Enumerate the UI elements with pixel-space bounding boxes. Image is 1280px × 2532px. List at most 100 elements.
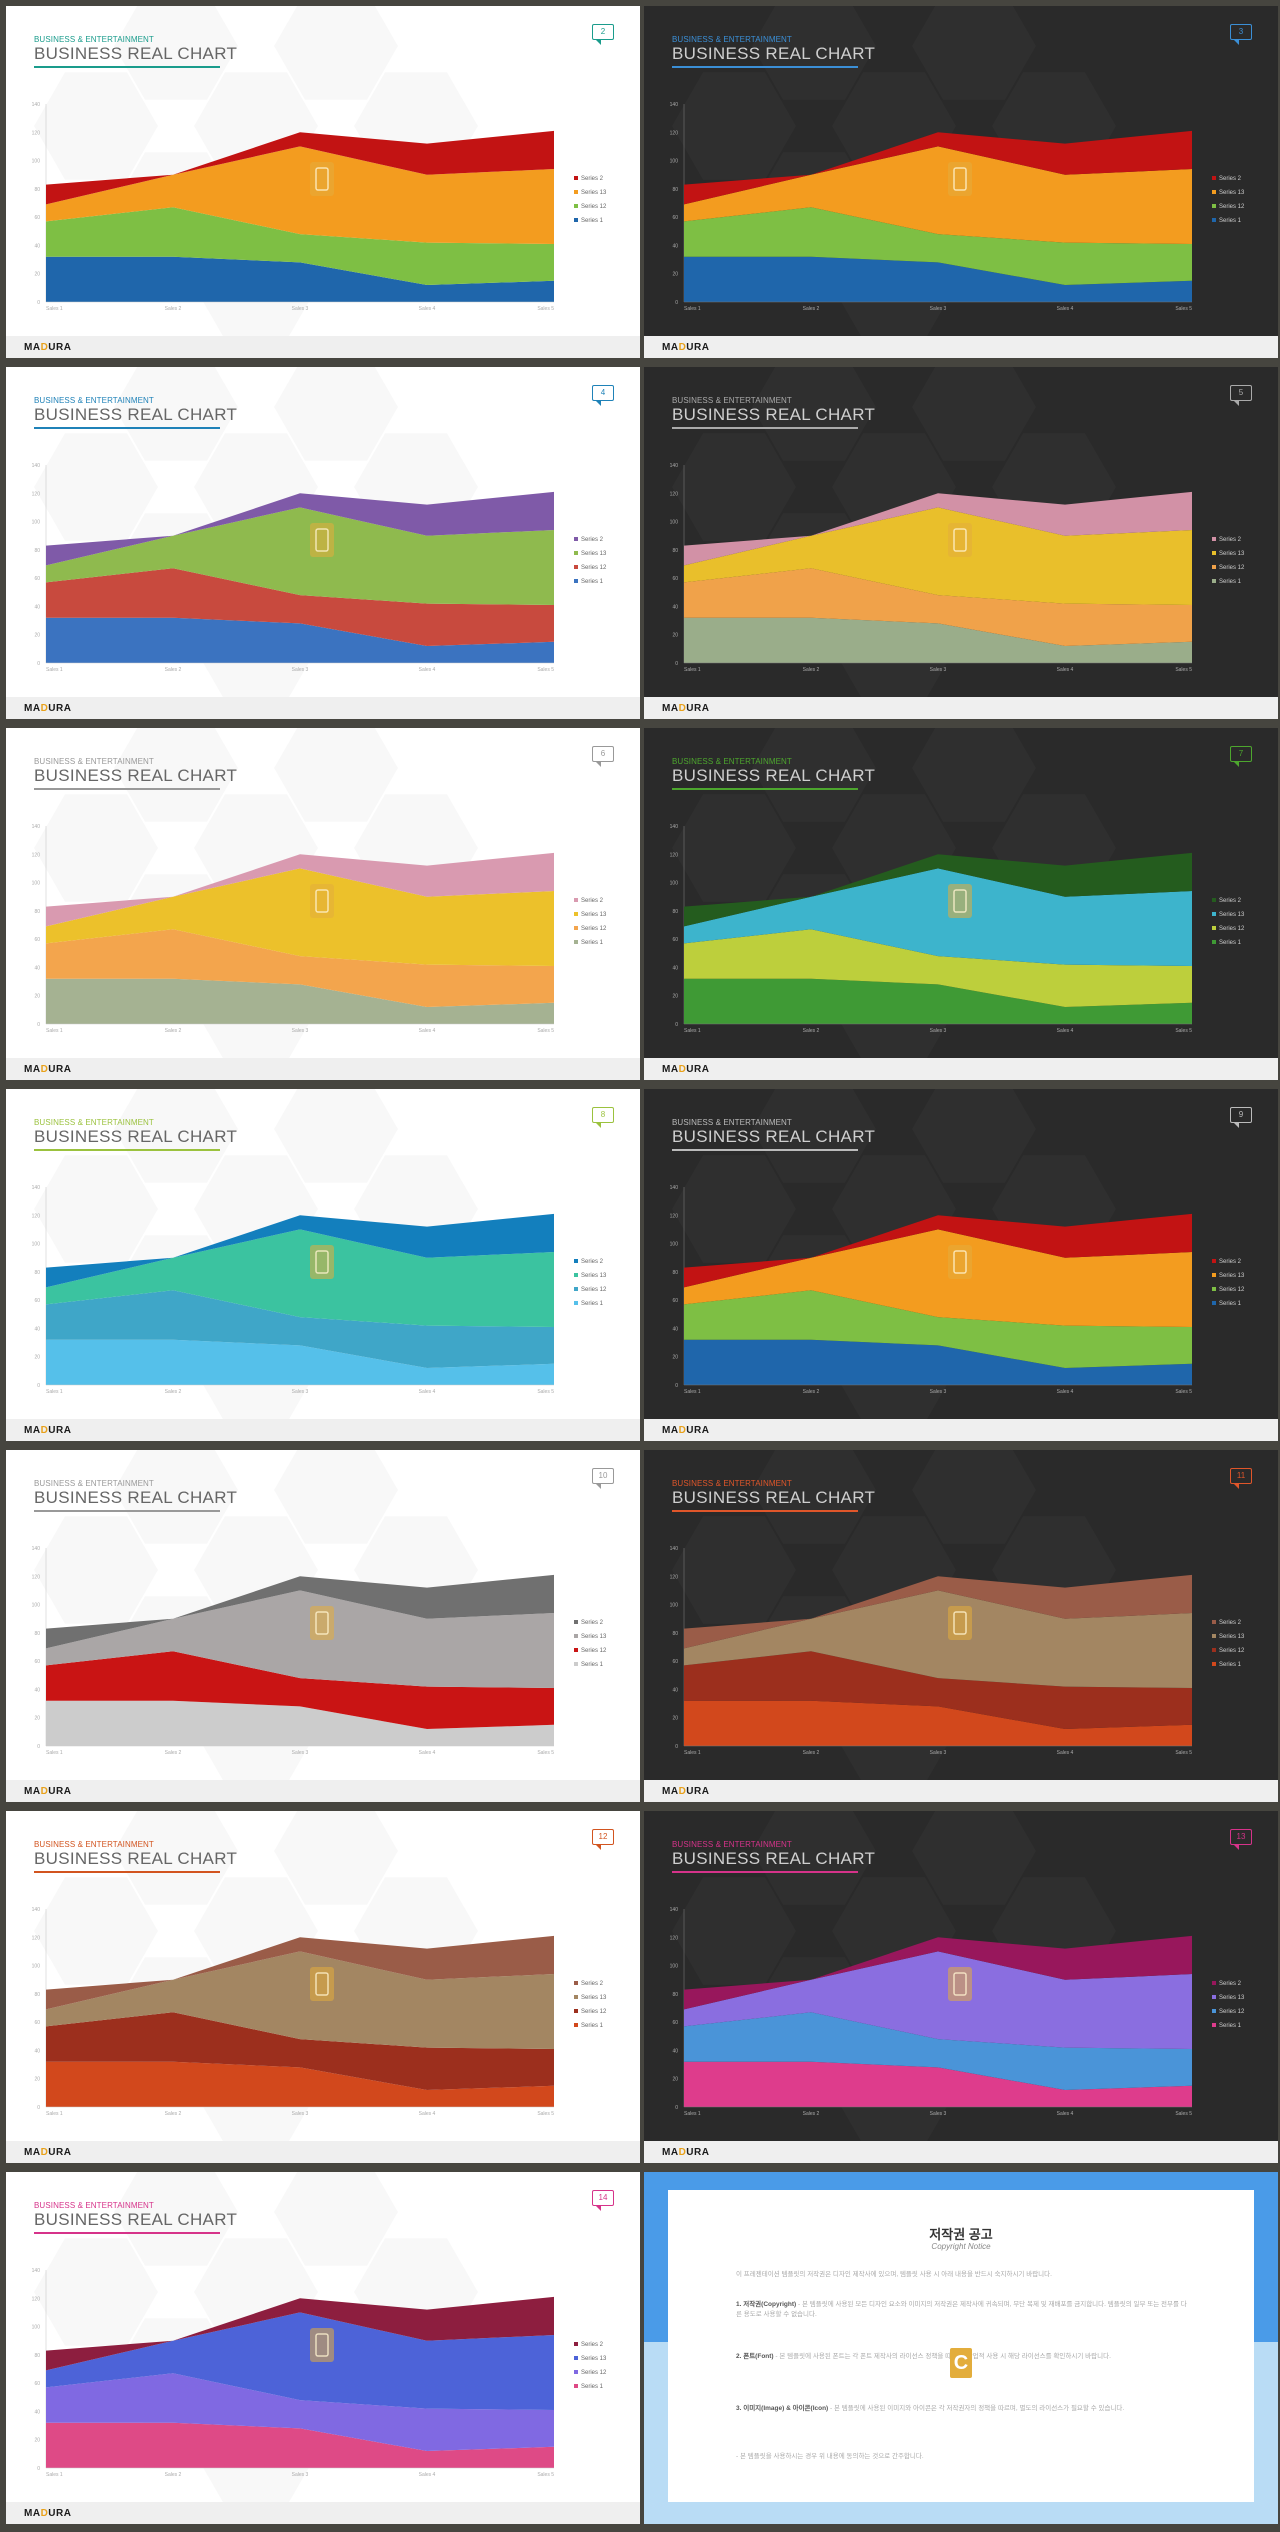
legend-swatch	[1212, 565, 1216, 569]
logo-part: MA	[662, 1786, 679, 1797]
area-series-1	[684, 1339, 1192, 1385]
legend-label: Series 1	[581, 1662, 604, 1668]
y-tick-label: 80	[34, 187, 40, 193]
y-tick-label: 100	[32, 1242, 41, 1248]
area-chart: 0 20 40 60 80 100 120 140 Sales 1 Sales 2 Sales 3 S…	[670, 824, 1245, 1034]
y-tick-label: 20	[34, 1355, 40, 1361]
legend-swatch	[574, 1662, 578, 1666]
x-tick-label: Sales 5	[1175, 306, 1192, 312]
legend-label: Series 2	[581, 1981, 604, 1987]
x-tick-label: Sales 4	[419, 667, 436, 673]
title-underline	[34, 427, 220, 429]
notice-paragraph-5: - 본 템플릿을 사용하시는 경우 위 내용에 동의하는 것으로 간주합니다.	[736, 2453, 924, 2460]
slide-14: BUSINESS & ENTERTAINMENT BUSINESS REAL CH…	[6, 2172, 640, 2524]
x-tick-label: Sales 3	[292, 2111, 309, 2117]
legend-swatch	[1212, 1620, 1216, 1624]
legend-label: Series 2	[1219, 1259, 1242, 1265]
category-label: BUSINESS & ENTERTAINMENT	[672, 396, 792, 405]
title-underline	[34, 788, 220, 790]
y-tick-label: 0	[675, 661, 678, 667]
legend-swatch	[574, 551, 578, 555]
slide-5: BUSINESS & ENTERTAINMENT BUSINESS REAL CH…	[644, 367, 1278, 719]
area-chart: 0 20 40 60 80 100 120 140 Sales 1 Sales 2 Sales 3 S…	[670, 1907, 1245, 2117]
legend-label: Series 1	[1219, 1301, 1242, 1307]
y-tick-label: 40	[34, 1687, 40, 1693]
area-series-1	[684, 256, 1192, 302]
category-label: BUSINESS & ENTERTAINMENT	[34, 396, 154, 405]
area-series-13	[46, 868, 554, 967]
slide-footer: MADURA	[6, 697, 640, 719]
y-tick-label: 40	[34, 965, 40, 971]
y-tick-label: 60	[34, 2381, 40, 2387]
category-label: BUSINESS & ENTERTAINMENT	[34, 1840, 154, 1849]
watermark-icon	[310, 162, 334, 196]
y-tick-label: 20	[34, 1716, 40, 1722]
notice-paper: 저작권 공고 Copyright Notice 이 프레젠테이션 템플릿의 저작…	[668, 2190, 1254, 2502]
x-tick-label: Sales 4	[1057, 2111, 1074, 2117]
area-series-13	[46, 1951, 554, 2050]
x-tick-label: Sales 3	[930, 1750, 947, 1756]
x-tick-label: Sales 1	[46, 1389, 63, 1395]
area-series-2	[46, 1935, 554, 2010]
x-tick-label: Sales 2	[803, 1389, 820, 1395]
slide-13: BUSINESS & ENTERTAINMENT BUSINESS REAL CH…	[644, 1811, 1278, 2163]
y-tick-label: 80	[672, 548, 678, 554]
legend-label: Series 2	[1219, 1981, 1242, 1987]
legend-swatch	[574, 176, 578, 180]
legend-label: Series 12	[1219, 1648, 1245, 1654]
slide-title: BUSINESS REAL CHART	[34, 1488, 238, 1507]
y-tick-label: 100	[670, 520, 679, 526]
x-tick-label: Sales 3	[292, 1750, 309, 1756]
madura-logo: MADURA	[24, 703, 71, 714]
slide-number-badge: 12	[592, 1829, 614, 1850]
slide-number-badge: 5	[1230, 385, 1252, 406]
legend-label: Series 1	[581, 2023, 604, 2029]
slide-number-badge: 8	[592, 1107, 614, 1128]
y-tick-label: 140	[670, 824, 679, 830]
y-tick-label: 0	[675, 1744, 678, 1750]
logo-part: URA	[48, 2147, 72, 2158]
y-tick-label: 0	[37, 2105, 40, 2111]
x-tick-label: Sales 4	[419, 1389, 436, 1395]
logo-accent: D	[40, 1425, 49, 1436]
legend-label: Series 12	[581, 565, 607, 571]
notice-copyright-text: - 본 템플릿에 사용된 모든 디자인 요소와 이미지의 저작권은 제작사에 귀…	[736, 2301, 1187, 2318]
y-tick-label: 0	[675, 1383, 678, 1389]
x-tick-label: Sales 3	[930, 2111, 947, 2117]
area-series-12	[46, 568, 554, 647]
legend-label: Series 12	[1219, 2009, 1245, 2015]
y-tick-label: 0	[37, 1022, 40, 1028]
area-chart: 0 20 40 60 80 100 120 140 Sales 1 Sales 2 Sales 3 S…	[32, 2268, 607, 2478]
x-tick-label: Sales 5	[537, 2472, 554, 2478]
y-tick-label: 20	[672, 633, 678, 639]
y-tick-label: 100	[670, 1242, 679, 1248]
legend-label: Series 1	[1219, 218, 1242, 224]
legend-swatch	[574, 1301, 578, 1305]
legend-label: Series 13	[581, 1273, 607, 1279]
legend-swatch	[574, 926, 578, 930]
legend-swatch	[1212, 1301, 1216, 1305]
legend-label: Series 1	[1219, 1662, 1242, 1668]
legend-swatch	[1212, 898, 1216, 902]
title-underline	[672, 427, 858, 429]
slide-number-badge: 6	[592, 746, 614, 767]
slide-title: BUSINESS REAL CHART	[34, 405, 238, 424]
legend-swatch	[574, 579, 578, 583]
area-chart: 0 20 40 60 80 100 120 140 Sales 1 Sales 2 Sales 3 S…	[670, 1546, 1245, 1756]
y-tick-label: 120	[670, 130, 679, 136]
area-series-12	[46, 1290, 554, 1369]
slide-3: BUSINESS & ENTERTAINMENT BUSINESS REAL CH…	[644, 6, 1278, 358]
area-series-13	[684, 1590, 1192, 1689]
slide-number-badge: 13	[1230, 1829, 1252, 1850]
area-series-1	[46, 1700, 554, 1746]
madura-logo: MADURA	[662, 1425, 709, 1436]
logo-part: MA	[24, 1064, 41, 1075]
y-tick-label: 40	[672, 243, 678, 249]
slide-number-badge: 7	[1230, 746, 1252, 767]
area-series-13	[46, 146, 554, 245]
legend-label: Series 13	[581, 1995, 607, 2001]
area-series-12	[46, 2012, 554, 2091]
y-tick-label: 140	[670, 102, 679, 108]
logo-part: URA	[48, 1425, 72, 1436]
